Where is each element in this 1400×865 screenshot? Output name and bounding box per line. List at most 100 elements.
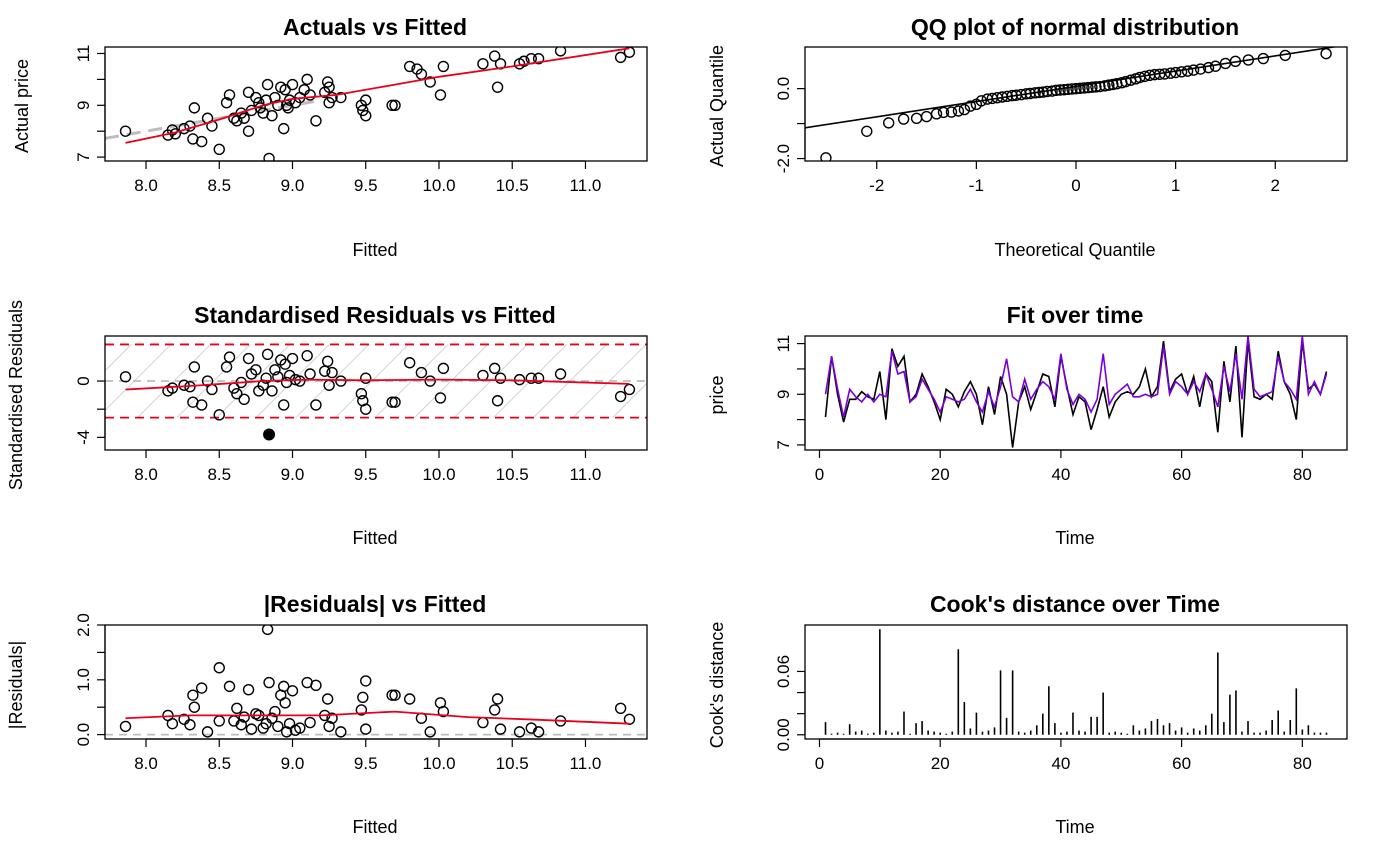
data-point xyxy=(310,679,322,691)
data-point xyxy=(223,680,236,693)
x-axis-label: Time xyxy=(1055,817,1094,837)
data-point xyxy=(1153,68,1166,80)
chart-title: QQ plot of normal distribution xyxy=(911,14,1239,40)
data-point xyxy=(958,103,971,116)
x-tick-label: 20 xyxy=(931,754,950,773)
y-axis-label: |Residuals| xyxy=(6,641,26,729)
x-tick-label: 60 xyxy=(1172,465,1191,484)
data-point xyxy=(1090,81,1102,93)
data-point xyxy=(1058,83,1070,96)
data-point xyxy=(477,58,489,70)
data-point xyxy=(213,662,225,674)
data-point xyxy=(488,362,501,375)
data-point xyxy=(434,89,447,101)
y-axis-label: Cook's distance xyxy=(707,622,727,749)
data-point xyxy=(231,388,243,400)
data-point xyxy=(1074,82,1086,94)
data-point xyxy=(920,110,933,123)
data-point xyxy=(286,685,299,697)
x-tick-label: 80 xyxy=(1293,465,1312,484)
data-point xyxy=(266,712,278,724)
y-tick-label: 7 xyxy=(774,440,793,449)
data-point xyxy=(223,351,236,363)
data-point xyxy=(513,726,526,738)
x-tick-label: 8.0 xyxy=(134,754,158,773)
data-point xyxy=(491,395,504,407)
data-point xyxy=(437,60,450,73)
data-point xyxy=(1202,61,1215,74)
data-point xyxy=(964,100,977,112)
data-point xyxy=(386,689,398,701)
plot-box xyxy=(804,624,1348,740)
data-point xyxy=(614,51,627,64)
data-point xyxy=(321,693,334,705)
data-point xyxy=(278,680,290,693)
y-tick-label: 2.0 xyxy=(74,613,93,637)
actual-series-line xyxy=(824,340,1328,448)
data-point xyxy=(1099,80,1111,92)
x-axis-label: Fitted xyxy=(352,240,397,260)
y-tick-label: 0.06 xyxy=(774,655,793,688)
x-tick-label: 10.5 xyxy=(496,465,529,484)
y-tick-label: -2.0 xyxy=(774,144,793,173)
x-tick-label: 10.0 xyxy=(422,176,455,195)
y-axis-label: Standardised Residuals xyxy=(6,300,26,490)
x-tick-label: 1 xyxy=(1171,176,1180,195)
data-point xyxy=(494,372,507,384)
x-tick-label: 8.5 xyxy=(207,754,231,773)
abs-residuals-panel: |Residuals| vs Fitted Fitted |Residuals|… xyxy=(6,591,648,837)
data-point xyxy=(1175,66,1188,78)
data-point xyxy=(488,50,501,62)
data-point xyxy=(1158,68,1171,80)
data-point xyxy=(437,362,450,375)
data-point xyxy=(1029,87,1041,99)
data-point xyxy=(355,388,368,400)
plot-box xyxy=(804,46,1348,162)
data-point xyxy=(820,152,832,161)
data-point xyxy=(532,726,545,738)
plot-area xyxy=(105,47,636,161)
data-point xyxy=(242,86,255,99)
data-point xyxy=(326,366,338,379)
data-point xyxy=(304,89,316,101)
data-point xyxy=(424,726,436,738)
data-point xyxy=(223,89,236,101)
data-point xyxy=(1169,66,1182,79)
data-point xyxy=(187,689,199,701)
data-point xyxy=(614,702,627,715)
data-point xyxy=(272,99,284,111)
data-point xyxy=(1046,85,1058,97)
x-tick-label: 40 xyxy=(1051,465,1070,484)
data-point xyxy=(269,705,281,718)
data-point xyxy=(1242,54,1255,66)
data-point xyxy=(882,117,895,129)
x-axis-label: Time xyxy=(1055,528,1094,548)
data-point xyxy=(1041,85,1053,98)
data-point xyxy=(357,691,369,704)
plot-area xyxy=(824,336,1328,448)
x-tick-label: 8.5 xyxy=(207,465,231,484)
data-point xyxy=(335,375,347,387)
y-tick-label: 7 xyxy=(74,152,93,161)
y-tick-label: 0.0 xyxy=(774,77,793,101)
data-point xyxy=(263,676,275,689)
chart-title: |Residuals| vs Fitted xyxy=(264,591,487,617)
data-point xyxy=(213,715,225,727)
qq-plot-panel: QQ plot of normal distribution Theoretic… xyxy=(707,14,1348,260)
data-point xyxy=(945,106,958,118)
data-point xyxy=(1320,47,1332,60)
data-point xyxy=(261,348,274,360)
data-point xyxy=(238,112,250,124)
data-point xyxy=(1066,83,1078,95)
data-point xyxy=(195,135,208,148)
data-point xyxy=(1020,88,1032,100)
x-tick-label: 8.0 xyxy=(134,176,158,195)
data-point xyxy=(195,399,208,411)
data-point xyxy=(238,393,250,406)
data-point xyxy=(532,52,545,65)
data-point xyxy=(279,358,291,370)
data-point xyxy=(554,47,567,57)
data-point xyxy=(213,409,225,421)
data-point xyxy=(930,108,943,120)
plot-area xyxy=(105,343,647,421)
